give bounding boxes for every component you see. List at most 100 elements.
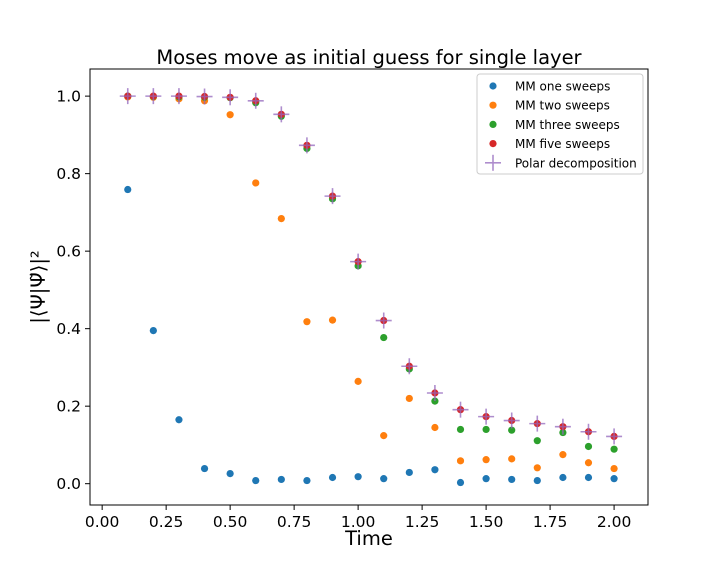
data-point (222, 89, 239, 106)
data-point (405, 394, 413, 403)
y-tick-label: 0.4 (56, 320, 81, 338)
y-tick-label: 0.6 (56, 243, 81, 261)
data-point (610, 464, 618, 473)
data-point (580, 423, 597, 440)
legend-marker (489, 120, 497, 128)
legend-marker (485, 154, 501, 171)
data-point (328, 473, 337, 482)
data-point (456, 478, 465, 487)
data-point (482, 425, 490, 434)
data-point (277, 214, 285, 223)
data-point (559, 473, 567, 482)
data-point (119, 88, 136, 105)
x-tick-label: 0.50 (213, 513, 248, 531)
legend-marker (489, 140, 497, 148)
axes-frame (89, 68, 649, 506)
legend-marker (489, 101, 497, 109)
data-point (380, 333, 388, 342)
data-point (252, 476, 260, 485)
data-point (452, 401, 469, 418)
data-point (298, 137, 315, 154)
data-point (610, 445, 618, 453)
data-point (533, 437, 541, 445)
legend-box (476, 73, 644, 175)
data-point (405, 468, 413, 477)
y-tick-label: 0.8 (56, 165, 81, 183)
data-point (482, 456, 490, 464)
y-tick-label: 0.0 (56, 475, 81, 493)
y-axis-label: |⟨Ψ|Ψ̃⟩|² (27, 250, 50, 323)
data-point (584, 459, 593, 467)
data-point (482, 475, 490, 483)
x-tick-label: 1.25 (405, 513, 440, 531)
y-tick-label: 1.0 (56, 88, 81, 106)
data-point (252, 179, 260, 187)
x-tick-label: 0.25 (149, 513, 184, 531)
data-point (431, 397, 439, 405)
data-point (170, 88, 187, 105)
series-polar-decomposition (119, 88, 623, 445)
data-point (478, 408, 495, 425)
data-point (456, 425, 465, 434)
data-point (606, 428, 623, 445)
x-axis-label: Time (344, 527, 393, 550)
data-point (554, 418, 571, 435)
x-tick-label: 1.50 (469, 513, 504, 531)
data-point (354, 377, 362, 385)
data-point (503, 412, 520, 429)
legend-marker (489, 82, 497, 90)
data-point (303, 476, 311, 485)
legend-label: MM two sweeps (515, 99, 610, 113)
data-point (380, 432, 388, 440)
data-point (431, 423, 439, 432)
legend-label: MM three sweeps (515, 118, 620, 132)
x-tick-label: 2.00 (597, 513, 632, 531)
data-point (533, 464, 541, 472)
data-point (584, 442, 593, 451)
data-point (226, 470, 234, 478)
data-point (431, 466, 439, 474)
legend-label: MM one sweeps (515, 80, 610, 94)
data-point (508, 455, 516, 463)
data-point (328, 316, 337, 324)
data-point (456, 457, 465, 465)
data-point (508, 426, 516, 434)
data-point (584, 473, 593, 482)
x-tick-label: 0.00 (85, 513, 120, 531)
y-tick-label: 0.2 (56, 398, 81, 416)
data-point (196, 88, 213, 105)
data-point (375, 312, 392, 329)
data-point (533, 476, 541, 485)
data-point (145, 88, 162, 105)
x-tick-label: 0.75 (277, 513, 312, 531)
data-point (124, 185, 132, 194)
chart-title: Moses move as initial guess for single l… (156, 46, 582, 69)
data-point (508, 475, 516, 484)
data-point (149, 327, 157, 335)
data-point (380, 475, 388, 483)
legend-label: MM five sweeps (515, 137, 610, 151)
data-point (350, 253, 367, 270)
data-point (303, 318, 311, 326)
axis-ticks: 0.00 0.25 0.50 0.75 1.00 1.25 1.50 1.75 2.00 0.0 0… (56, 88, 631, 531)
data-point (200, 464, 209, 473)
data-point (247, 92, 264, 109)
data-point (277, 475, 285, 484)
data-point (273, 106, 290, 123)
data-point (426, 384, 443, 401)
x-tick-label: 1.00 (341, 513, 376, 531)
data-point (354, 473, 362, 481)
data-point (401, 358, 418, 375)
data-point (175, 416, 183, 424)
x-tick-label: 1.75 (533, 513, 568, 531)
data-point (559, 451, 567, 459)
series-mm-one-sweeps (124, 185, 618, 487)
data-point (226, 111, 234, 119)
data-point (324, 188, 341, 205)
legend: MM one sweeps MM two sweeps MM three sweep… (476, 73, 644, 175)
plot-area (119, 88, 623, 487)
legend-label: Polar decomposition (515, 156, 637, 170)
data-point (610, 475, 618, 483)
data-point (529, 415, 546, 432)
